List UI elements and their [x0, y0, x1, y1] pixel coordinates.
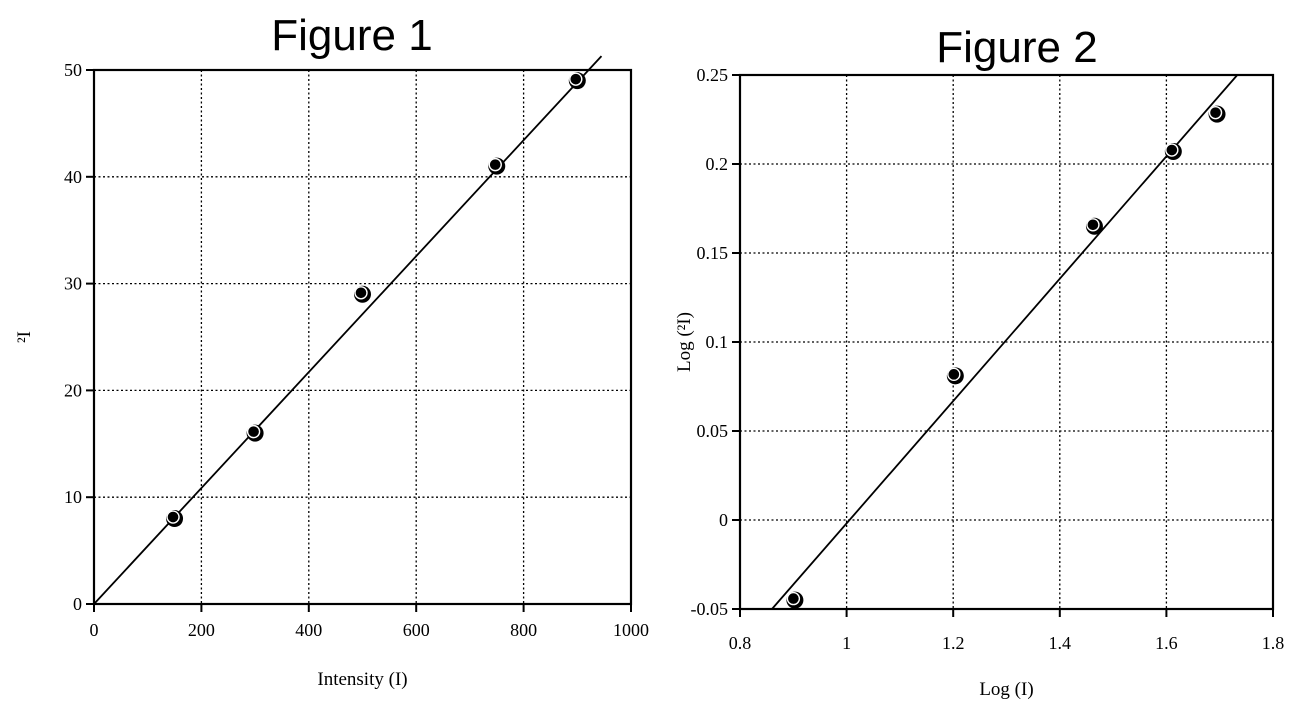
x-tick-label: 600 — [403, 620, 430, 640]
x-tick-label: 1.8 — [1262, 633, 1285, 653]
y-tick-label: 0.15 — [697, 243, 729, 263]
data-point-highlight — [1086, 218, 1100, 232]
data-point — [1208, 105, 1226, 123]
fit-line — [771, 74, 1238, 610]
data-point — [946, 367, 964, 385]
data-point-highlight — [1208, 105, 1223, 120]
x-tick-label: 800 — [510, 620, 537, 640]
data-point-highlight — [246, 424, 261, 439]
data-point-highlight — [786, 591, 801, 606]
plot-frame — [92, 68, 633, 606]
y-tick-label: 10 — [64, 487, 82, 507]
y-tick-label: 0.05 — [697, 421, 729, 441]
data-point — [246, 424, 264, 442]
x-tick-label: 400 — [295, 620, 322, 640]
x-tick-label: 1.2 — [942, 633, 965, 653]
x-axis-label: Log (I) — [979, 679, 1033, 700]
figure-2-chart: Figure 2 0.8 1 1.2 1.4 1.6 1.8 -0.05 0 0.05 0.1 0.1… — [674, 23, 1284, 700]
y-tick-label: 40 — [64, 167, 82, 187]
data-point — [1164, 143, 1182, 161]
y-axis-label: Log (²I) — [674, 312, 695, 372]
data-point-highlight — [947, 367, 961, 382]
y-axis-label: ²I — [14, 331, 35, 343]
data-point — [488, 157, 506, 175]
y-tick-label: 30 — [64, 274, 82, 294]
y-tick-label: 0 — [73, 594, 82, 614]
x-tick-label: 0.8 — [729, 633, 752, 653]
data-point — [1085, 217, 1103, 235]
x-tick-label: 200 — [188, 620, 215, 640]
figure-1-chart: Figure 1 0 200 400 600 800 1000 0 10 20 30 40 50 Inte… — [14, 11, 649, 690]
data-point-highlight — [1165, 143, 1179, 157]
data-point — [568, 72, 586, 90]
chart-title: Figure 1 — [271, 11, 432, 60]
y-tick-label: 0.2 — [706, 154, 729, 174]
x-tick-label: 1 — [842, 633, 851, 653]
x-tick-label: 1000 — [613, 620, 649, 640]
data-point-highlight — [488, 157, 502, 172]
data-point — [166, 510, 184, 528]
y-tick-label: 20 — [64, 380, 82, 400]
x-tick-label: 0 — [90, 620, 99, 640]
y-tick-label: 0 — [719, 510, 728, 530]
x-tick-label: 1.4 — [1049, 633, 1072, 653]
y-tick-label: -0.05 — [691, 599, 729, 619]
y-tick-label: 0.25 — [697, 65, 729, 85]
data-point-highlight — [354, 286, 368, 300]
data-point-highlight — [166, 510, 180, 524]
data-point — [354, 285, 371, 303]
data-point-highlight — [569, 72, 583, 86]
y-tick-label: 50 — [64, 60, 82, 80]
chart-title: Figure 2 — [936, 23, 1097, 72]
x-tick-label: 1.6 — [1155, 633, 1178, 653]
y-tick-label: 0.1 — [706, 332, 729, 352]
data-point — [786, 591, 804, 609]
x-axis-label: Intensity (I) — [317, 669, 407, 690]
